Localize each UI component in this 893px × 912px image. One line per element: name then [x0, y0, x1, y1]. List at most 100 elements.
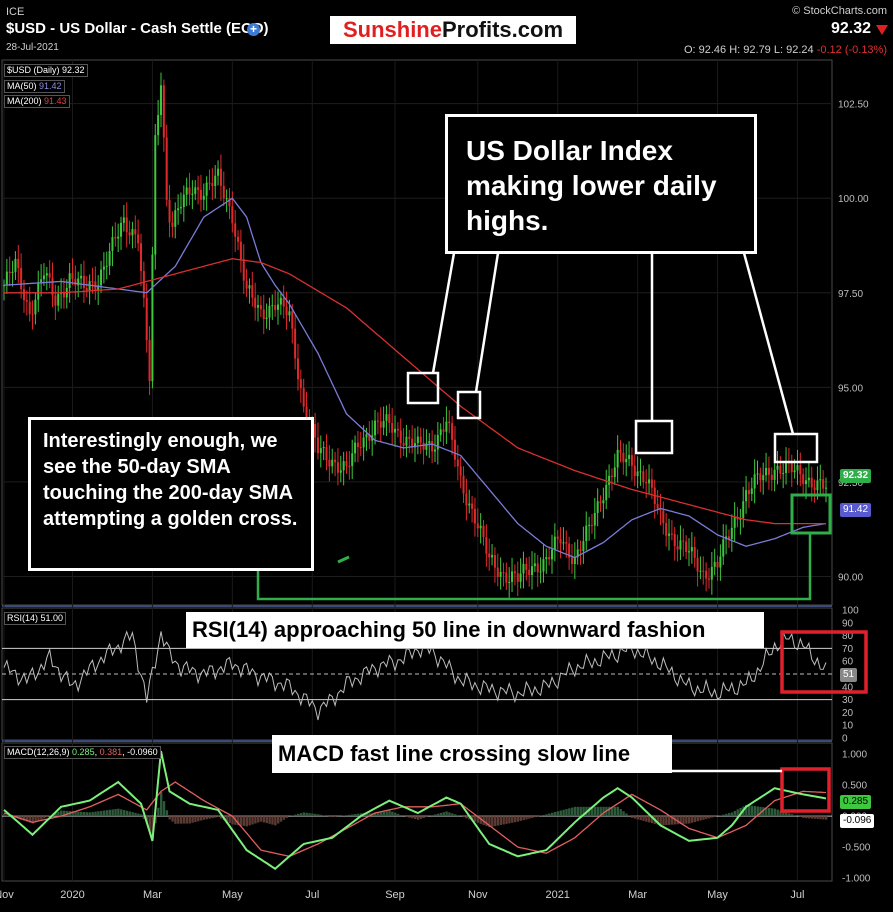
macd-histogram-bar [237, 816, 240, 826]
price-candle [45, 273, 48, 276]
price-candle [819, 479, 822, 481]
price-candle [816, 480, 819, 491]
macd-histogram-bar [91, 812, 94, 817]
price-candle [57, 293, 60, 306]
price-candle [131, 229, 134, 236]
price-candle [354, 442, 357, 454]
macd-histogram-bar [262, 816, 266, 823]
price-candle [245, 280, 248, 289]
macd-histogram-bar [502, 816, 505, 825]
macd-histogram-bar [60, 810, 63, 817]
price-candle [802, 474, 805, 485]
highlight-box [406, 371, 440, 405]
macd-histogram-bar [622, 811, 625, 817]
ma50-value-tag: 91.42 [840, 503, 872, 517]
price-candle [271, 305, 274, 307]
price-candle [756, 473, 759, 475]
price-candle [770, 474, 773, 480]
macd-histogram-bar [211, 816, 214, 819]
price-candle [448, 421, 451, 424]
macd-histogram-bar [739, 807, 742, 817]
price-candle [379, 421, 382, 428]
price-candle [516, 573, 519, 582]
macd-histogram-bar [271, 816, 274, 825]
price-tick-label: 102.50 [838, 100, 869, 111]
macd-histogram-bar [702, 816, 705, 820]
macd-histogram-bar [713, 816, 717, 817]
price-candle [688, 551, 690, 553]
macd-histogram-bar [391, 811, 394, 817]
price-candle [97, 285, 100, 290]
price-candle [385, 414, 388, 421]
macd-histogram-bar [590, 806, 594, 817]
macd-histogram-bar [331, 816, 334, 818]
price-candle [750, 488, 753, 495]
price-candle [451, 423, 454, 440]
price-candle [74, 278, 77, 286]
price-candle [482, 525, 485, 538]
macd-histogram-bar [807, 816, 811, 819]
macd-histogram-bar [705, 816, 708, 820]
macd-histogram-bar [105, 810, 109, 817]
macd-histogram-bar [596, 806, 600, 817]
macd-histogram-bar [793, 815, 797, 817]
price-candle [670, 533, 673, 535]
price-candle [211, 183, 214, 186]
price-candle [662, 510, 665, 524]
macd-histogram-bar [205, 816, 209, 820]
callout-connector [474, 252, 500, 393]
price-candle [619, 449, 622, 453]
price-candle [154, 135, 157, 255]
price-candle [613, 467, 616, 478]
macd-histogram-bar [128, 811, 131, 817]
macd-histogram-bar [456, 815, 460, 817]
macd-histogram-bar [74, 811, 77, 817]
price-candle [179, 207, 182, 209]
macd-histogram-bar [179, 816, 183, 824]
price-candle [622, 452, 625, 463]
price-candle [68, 273, 71, 288]
macd-histogram-bar [562, 809, 565, 817]
price-candle [433, 449, 436, 452]
price-candle [391, 422, 394, 433]
signal-value-tag: -0.096 [840, 814, 875, 828]
macd-histogram-bar [736, 809, 739, 817]
price-candle [191, 193, 194, 195]
price-candle [616, 449, 619, 468]
macd-histogram-bar [733, 810, 737, 817]
price-candle [325, 447, 328, 461]
macd-histogram-bar [431, 815, 434, 817]
price-candle [356, 442, 359, 448]
price-candle [539, 571, 542, 573]
macd-histogram-bar [62, 810, 66, 817]
macd-callout: MACD fast line crossing slow line [272, 735, 672, 773]
price-candle [268, 305, 271, 318]
macd-histogram-bar [645, 816, 648, 822]
macd-histogram-bar [770, 808, 774, 817]
rsi-tick-label: 80 [842, 631, 854, 642]
price-candle [471, 503, 474, 509]
price-candle [108, 251, 111, 266]
macd-histogram-bar [813, 816, 816, 819]
rsi-tick-label: 0 [842, 734, 848, 745]
macd-histogram-bar [351, 814, 354, 817]
price-candle [40, 279, 43, 283]
highlight-box [456, 390, 482, 420]
macd-histogram-bar [471, 816, 474, 821]
macd-histogram-bar [296, 813, 300, 817]
ohlc-readout: O: 92.46 H: 92.79 L: 92.24 -0.12 (-0.13%… [683, 44, 887, 56]
price-candle [208, 182, 211, 184]
macd-histogram-bar [750, 805, 754, 817]
price-candle [548, 557, 551, 560]
price-candle [262, 309, 265, 320]
macd-histogram-bar [670, 816, 674, 825]
price-candle [525, 563, 528, 570]
add-symbol-icon[interactable]: + [247, 23, 260, 36]
price-candle [28, 301, 31, 315]
macd-histogram-bar [659, 816, 662, 826]
price-candle [31, 314, 34, 316]
x-tick-label: Nov [0, 889, 14, 901]
macd-histogram-bar [88, 812, 92, 817]
macd-histogram-bar [185, 816, 189, 824]
macd-histogram-bar [542, 814, 545, 817]
